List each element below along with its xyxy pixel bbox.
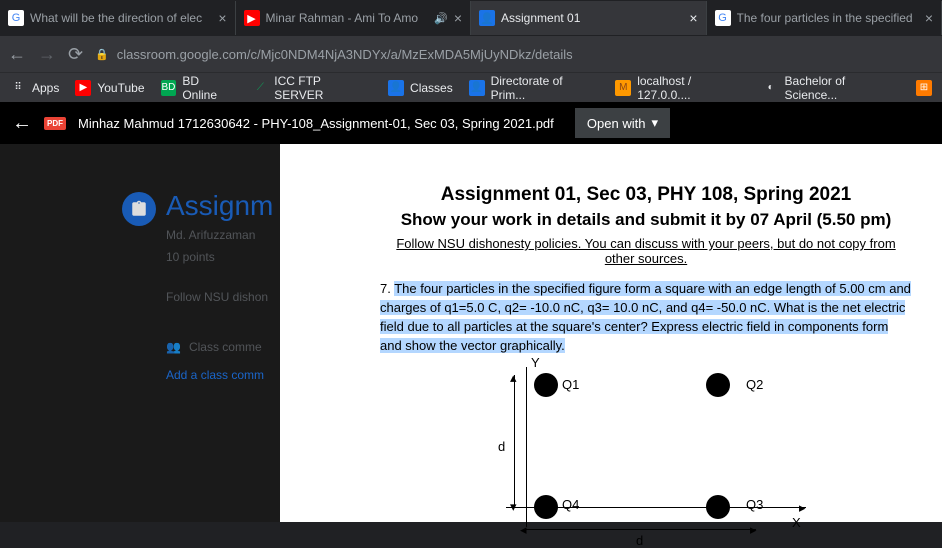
pdf-heading-3: Follow NSU dishonesty policies. You can …	[380, 236, 912, 266]
bookmark-label: Bachelor of Science...	[785, 74, 900, 102]
bookmarks-bar: ⠿ Apps ▶ YouTube BD BD Online ⟋ ICC FTP SERVER 👤…	[0, 72, 942, 102]
arrow-down: ▾	[510, 499, 517, 515]
forward-button[interactable]: →	[38, 44, 56, 65]
bookmark-icon: BD	[161, 80, 177, 96]
browser-tabs: G What will be the direction of elec × ▶ Min…	[0, 0, 942, 36]
bookmark-item[interactable]: Mlocalhost / 127.0.0....	[615, 74, 746, 102]
d-horizontal-line	[526, 529, 756, 530]
close-icon[interactable]: ×	[454, 10, 462, 26]
d-label-2: d	[636, 533, 643, 548]
x-label: X	[792, 515, 801, 530]
close-icon[interactable]: ×	[689, 10, 697, 26]
arrow-right: ▸	[750, 522, 757, 538]
d-vertical-line	[514, 375, 515, 507]
particle-q4	[534, 495, 558, 519]
browser-tab[interactable]: 👤 Assignment 01 ×	[471, 1, 707, 35]
arrow-up: ▴	[510, 370, 517, 386]
d-label-1: d	[498, 439, 505, 454]
bookmark-icon: ▶	[75, 80, 91, 96]
q3-label: Q3	[746, 497, 763, 512]
bookmark-item[interactable]: ⠿ Apps	[10, 80, 59, 96]
x-arrow: ▸	[799, 500, 806, 516]
tab-title: Minar Rahman - Ami To Amo	[266, 11, 429, 25]
tab-title: The four particles in the specified	[737, 11, 919, 25]
class-comments-label: 👥 Class comme	[166, 340, 280, 354]
tab-title: Assignment 01	[501, 11, 683, 25]
dishonesty-note: Follow NSU dishon	[166, 290, 280, 304]
back-button[interactable]: ←	[8, 44, 26, 65]
y-axis	[526, 367, 527, 527]
bookmark-icon: 👤	[388, 80, 404, 96]
bookmark-label: ICC FTP SERVER	[274, 74, 372, 102]
open-with-button[interactable]: Open with ▾	[575, 108, 670, 138]
bookmark-icon: ⊞	[916, 80, 932, 96]
pdf-heading-1: Assignment 01, Sec 03, PHY 108, Spring 2…	[380, 184, 912, 206]
pdf-filename: Minhaz Mahmud 1712630642 - PHY-108_Assig…	[78, 116, 554, 131]
pdf-viewer[interactable]: Assignment 01, Sec 03, PHY 108, Spring 2…	[280, 144, 942, 522]
reload-button[interactable]: ⟳	[68, 44, 83, 65]
bookmark-label: YouTube	[97, 81, 144, 95]
address-bar: ← → ⟳ 🔒 classroom.google.com/c/Mjc0NDM4N…	[0, 36, 942, 72]
bookmark-icon: ◐	[763, 80, 779, 96]
url-text: classroom.google.com/c/Mjc0NDM4NjA3NDYx/…	[117, 47, 573, 62]
particle-q3	[706, 495, 730, 519]
tab-title: What will be the direction of elec	[30, 11, 212, 25]
y-label: Y	[531, 355, 540, 370]
arrow-left: ◂	[520, 522, 527, 538]
favicon: G	[715, 10, 731, 26]
q4-label: Q4	[562, 497, 579, 512]
bookmark-icon: ⟋	[252, 80, 268, 96]
physics-diagram: ▴ ▾ ◂ ▸ ▸ Y X d d Q1 Q2 Q3 Q4	[476, 367, 816, 547]
pdf-question: 7. The four particles in the specified f…	[380, 280, 912, 355]
favicon: G	[8, 10, 24, 26]
pdf-icon: PDF	[44, 117, 66, 130]
bookmark-label: localhost / 127.0.0....	[637, 74, 747, 102]
assignment-points: 10 points	[166, 250, 280, 264]
assignment-icon	[122, 192, 156, 226]
classroom-background: Assignm Md. Arifuzzaman 10 points Follow…	[0, 144, 280, 522]
assignment-author: Md. Arifuzzaman	[166, 228, 280, 242]
add-comment-link[interactable]: Add a class comm	[166, 368, 280, 382]
close-icon[interactable]: ×	[218, 10, 226, 26]
favicon: 👤	[479, 10, 495, 26]
browser-tab[interactable]: G The four particles in the specified ×	[707, 1, 942, 35]
bookmark-icon: M	[615, 80, 631, 96]
particle-q1	[534, 373, 558, 397]
bookmark-item[interactable]: BD BD Online	[161, 74, 237, 102]
chevron-down-icon: ▾	[651, 115, 658, 131]
browser-tab[interactable]: G What will be the direction of elec ×	[0, 1, 236, 35]
q1-label: Q1	[562, 377, 579, 392]
bookmark-item[interactable]: 👤 Classes	[388, 80, 453, 96]
bookmark-label: Classes	[410, 81, 453, 95]
q2-label: Q2	[746, 377, 763, 392]
pdf-heading-2: Show your work in details and submit it …	[380, 210, 912, 230]
particle-q2	[706, 373, 730, 397]
bookmark-icon: ⠿	[10, 80, 26, 96]
people-icon: 👥	[166, 340, 181, 354]
bookmark-label: BD Online	[182, 74, 236, 102]
bookmark-label: Directorate of Prim...	[491, 74, 600, 102]
bookmark-item[interactable]: ⟋ ICC FTP SERVER	[252, 74, 372, 102]
bookmark-item[interactable]: ⊞	[916, 80, 932, 96]
pdf-back-button[interactable]: ←	[12, 112, 32, 135]
bookmark-item[interactable]: 👤 Directorate of Prim...	[469, 74, 600, 102]
browser-tab[interactable]: ▶ Minar Rahman - Ami To Amo 🔊 ×	[236, 1, 472, 35]
sound-icon: 🔊	[434, 12, 448, 25]
lock-icon: 🔒	[95, 48, 109, 61]
favicon: ▶	[244, 10, 260, 26]
bookmark-label: Apps	[32, 81, 59, 95]
pdf-toolbar: ← PDF Minhaz Mahmud 1712630642 - PHY-108…	[0, 102, 942, 144]
url-box[interactable]: 🔒 classroom.google.com/c/Mjc0NDM4NjA3NDY…	[95, 47, 934, 62]
content-area: Assignm Md. Arifuzzaman 10 points Follow…	[0, 144, 942, 522]
bookmark-icon: 👤	[469, 80, 485, 96]
bookmark-item[interactable]: ▶ YouTube	[75, 80, 144, 96]
bookmark-item[interactable]: ◐ Bachelor of Science...	[763, 74, 900, 102]
assignment-title: Assignm	[166, 190, 280, 222]
close-icon[interactable]: ×	[925, 10, 933, 26]
highlighted-text: The four particles in the specified figu…	[380, 281, 911, 353]
